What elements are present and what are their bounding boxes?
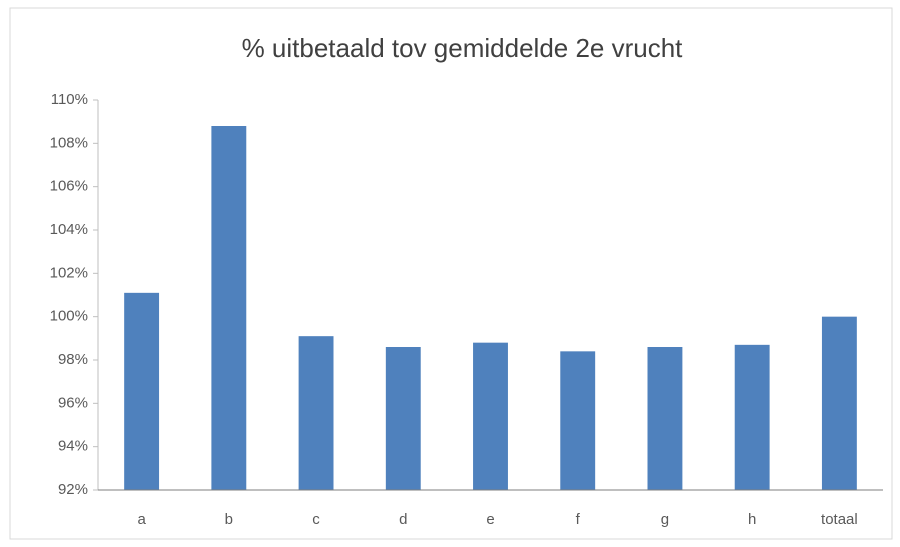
- bar: [211, 126, 247, 490]
- bar: [647, 347, 683, 490]
- y-tick-label: 98%: [58, 351, 88, 368]
- x-tick-label: g: [661, 511, 669, 528]
- bar: [385, 347, 421, 490]
- bar: [560, 351, 596, 490]
- bar: [734, 344, 770, 490]
- y-tick-label: 110%: [51, 91, 88, 108]
- x-tick-label: f: [576, 511, 581, 528]
- y-tick-label: 106%: [50, 178, 88, 195]
- y-tick-label: 100%: [50, 308, 88, 325]
- bar: [473, 342, 508, 490]
- x-tick-label: d: [399, 511, 407, 528]
- y-tick-label: 94%: [58, 438, 88, 455]
- y-tick-label: 108%: [50, 134, 88, 151]
- x-tick-label: h: [748, 511, 756, 528]
- y-tick-label: 96%: [58, 394, 88, 411]
- x-tick-label: b: [225, 511, 233, 528]
- x-tick-label: e: [486, 511, 494, 528]
- x-tick-label: a: [137, 511, 146, 528]
- x-tick-label: c: [312, 511, 320, 528]
- bar: [821, 316, 857, 490]
- bar: [124, 292, 160, 490]
- bar: [298, 336, 334, 490]
- y-tick-label: 104%: [50, 221, 88, 238]
- y-tick-label: 92%: [58, 481, 88, 498]
- chart-title: % uitbetaald tov gemiddelde 2e vrucht: [242, 33, 684, 63]
- y-tick-label: 102%: [50, 264, 88, 281]
- x-tick-label: totaal: [821, 511, 858, 528]
